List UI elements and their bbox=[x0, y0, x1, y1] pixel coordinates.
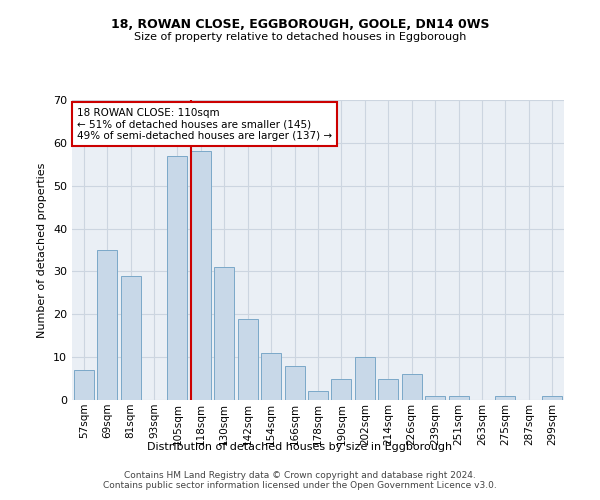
Text: Size of property relative to detached houses in Eggborough: Size of property relative to detached ho… bbox=[134, 32, 466, 42]
Bar bbox=[261, 353, 281, 400]
Y-axis label: Number of detached properties: Number of detached properties bbox=[37, 162, 47, 338]
Bar bbox=[449, 396, 469, 400]
Bar bbox=[379, 378, 398, 400]
Bar bbox=[496, 396, 515, 400]
Bar bbox=[97, 250, 117, 400]
Bar bbox=[191, 152, 211, 400]
Bar bbox=[167, 156, 187, 400]
Bar bbox=[214, 267, 234, 400]
Bar bbox=[121, 276, 140, 400]
Text: Contains HM Land Registry data © Crown copyright and database right 2024.
Contai: Contains HM Land Registry data © Crown c… bbox=[103, 470, 497, 490]
Text: Distribution of detached houses by size in Eggborough: Distribution of detached houses by size … bbox=[148, 442, 452, 452]
Bar bbox=[425, 396, 445, 400]
Bar bbox=[308, 392, 328, 400]
Bar bbox=[355, 357, 375, 400]
Text: 18 ROWAN CLOSE: 110sqm
← 51% of detached houses are smaller (145)
49% of semi-de: 18 ROWAN CLOSE: 110sqm ← 51% of detached… bbox=[77, 108, 332, 140]
Bar bbox=[74, 370, 94, 400]
Bar bbox=[402, 374, 422, 400]
Text: 18, ROWAN CLOSE, EGGBOROUGH, GOOLE, DN14 0WS: 18, ROWAN CLOSE, EGGBOROUGH, GOOLE, DN14… bbox=[111, 18, 489, 30]
Bar bbox=[284, 366, 305, 400]
Bar bbox=[542, 396, 562, 400]
Bar bbox=[331, 378, 352, 400]
Bar bbox=[238, 318, 257, 400]
